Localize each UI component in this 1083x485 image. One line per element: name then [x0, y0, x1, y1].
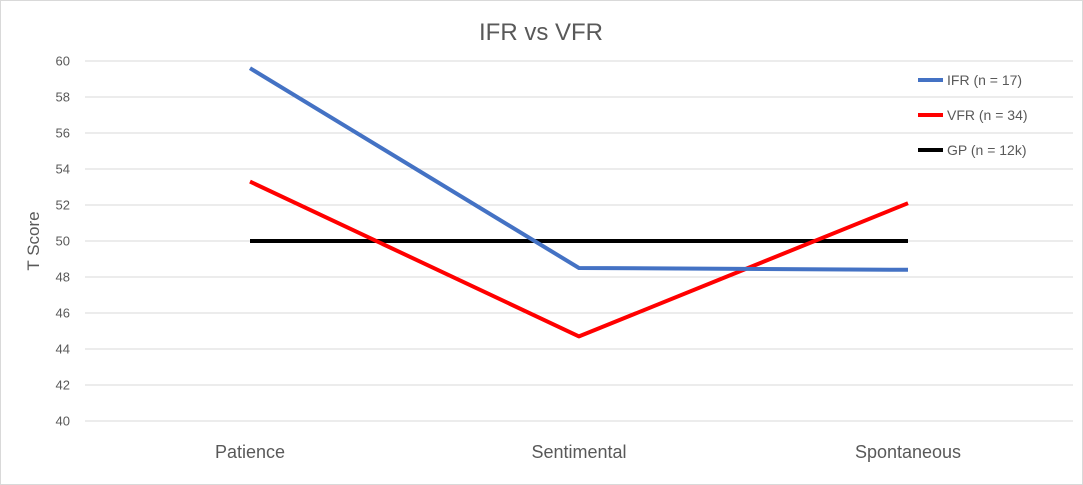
y-axis-title: T Score [24, 211, 43, 270]
y-tick-label: 56 [56, 126, 70, 141]
series-line-2 [249, 179, 909, 339]
legend-label: IFR (n = 17) [947, 72, 1022, 88]
x-axis-categories: Patience Sentimental Spontaneous [215, 442, 961, 462]
y-tick-label: 58 [56, 90, 70, 105]
y-tick-label: 46 [56, 306, 70, 321]
chart-title: IFR vs VFR [479, 19, 603, 46]
legend-label: GP (n = 12k) [947, 142, 1027, 158]
legend: IFR (n = 17) VFR (n = 34) GP (n = 12k) [918, 72, 1028, 158]
x-category-label: Spontaneous [855, 442, 961, 462]
series-lines [248, 66, 909, 339]
legend-label: VFR (n = 34) [947, 107, 1028, 123]
y-tick-label: 40 [56, 414, 70, 429]
y-tick-label: 44 [56, 342, 70, 357]
y-tick-label: 48 [56, 270, 70, 285]
y-axis-ticks: 40 42 44 46 48 50 52 54 56 58 60 [56, 54, 70, 429]
y-tick-label: 52 [56, 198, 70, 213]
y-tick-label: 50 [56, 234, 70, 249]
x-category-label: Patience [215, 442, 285, 462]
x-category-label: Sentimental [531, 442, 626, 462]
y-tick-label: 42 [56, 378, 70, 393]
y-tick-label: 54 [56, 162, 70, 177]
series-line-1 [248, 66, 909, 272]
y-tick-label: 60 [56, 54, 70, 69]
